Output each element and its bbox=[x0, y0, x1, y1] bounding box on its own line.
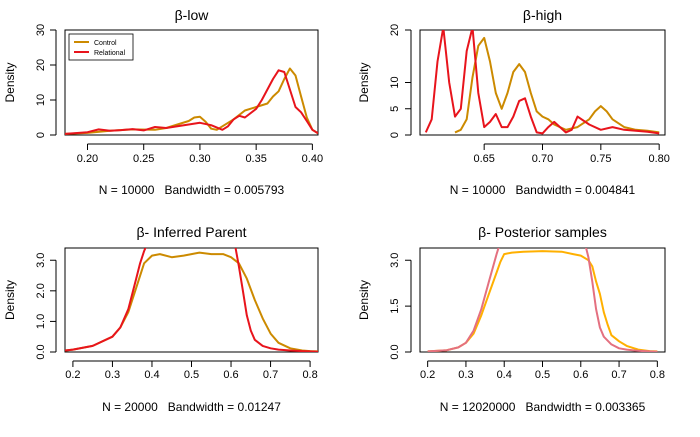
x-tick-label: 0.8 bbox=[650, 369, 665, 381]
x-tick-label: 0.30 bbox=[189, 153, 210, 165]
x-axis-label: N = 10000 Bandwidth = 0.005793 bbox=[99, 183, 285, 197]
x-tick-label: 0.2 bbox=[420, 369, 435, 381]
y-tick-label: 10 bbox=[389, 76, 401, 88]
series-line-control bbox=[65, 251, 318, 352]
series-line-control bbox=[454, 36, 660, 134]
x-tick-label: 0.75 bbox=[590, 153, 611, 165]
series-group bbox=[65, 248, 318, 352]
y-tick-label: 20 bbox=[389, 24, 401, 36]
x-tick-label: 0.70 bbox=[532, 153, 553, 165]
y-tick-label: 5 bbox=[389, 106, 401, 112]
series-group bbox=[427, 248, 658, 352]
chart-title: β- Inferred Parent bbox=[137, 224, 247, 240]
chart-panel-4: β- Posterior samples 0.2 0.3 0.4 0.5 0.6 0.7 0.… bbox=[357, 224, 666, 414]
series-line-control bbox=[65, 67, 318, 135]
y-tick-label: 30 bbox=[35, 24, 47, 36]
y-tick-label: 0 bbox=[35, 132, 47, 138]
series-line-relational bbox=[65, 69, 318, 135]
x-tick-label: 0.4 bbox=[144, 369, 159, 381]
y-tick-label: 2.0 bbox=[35, 283, 47, 298]
x-axis-label: N = 20000 Bandwidth = 0.01247 bbox=[102, 400, 281, 414]
series-line-relational bbox=[427, 248, 658, 352]
chart-title: β-low bbox=[175, 7, 210, 23]
x-tick-label: 0.40 bbox=[302, 153, 323, 165]
x-tick-label: 0.6 bbox=[223, 369, 238, 381]
y-tick-label: 3.0 bbox=[389, 253, 401, 268]
legend-label: Relational bbox=[94, 50, 126, 57]
chart-panel-3: β- Inferred Parent 0.2 0.3 0.4 0.5 0.6 0.7 0.8 0… bbox=[3, 224, 319, 414]
series-group bbox=[65, 67, 318, 135]
x-tick-label: 0.7 bbox=[611, 369, 626, 381]
x-tick-label: 0.80 bbox=[648, 153, 669, 165]
y-tick-label: 0.0 bbox=[35, 344, 47, 359]
x-axis-label: N = 12020000 Bandwidth = 0.003365 bbox=[440, 400, 646, 414]
plot-frame bbox=[64, 247, 319, 353]
x-tick-label: 0.25 bbox=[133, 153, 154, 165]
y-tick-label: 10 bbox=[35, 94, 47, 106]
chart-title: β- Posterior samples bbox=[478, 224, 607, 240]
x-axis-label: N = 10000 Bandwidth = 0.004841 bbox=[450, 183, 636, 197]
x-tick-label: 0.5 bbox=[535, 369, 550, 381]
x-tick-label: 0.2 bbox=[65, 369, 80, 381]
y-tick-label: 0.0 bbox=[389, 344, 401, 359]
legend-label: Control bbox=[94, 40, 117, 47]
series-line-relational bbox=[65, 248, 318, 352]
y-axis-label: Density bbox=[3, 280, 17, 320]
x-tick-label: 0.7 bbox=[263, 369, 278, 381]
chart-title: β-high bbox=[523, 7, 562, 23]
legend: Control Relational bbox=[68, 33, 134, 61]
plot-frame bbox=[419, 247, 666, 353]
y-tick-label: 1.5 bbox=[389, 298, 401, 313]
y-tick-label: 3.0 bbox=[35, 253, 47, 268]
legend-box bbox=[68, 33, 134, 61]
x-tick-label: 0.3 bbox=[105, 369, 120, 381]
x-tick-label: 0.6 bbox=[573, 369, 588, 381]
y-tick-label: 1.0 bbox=[35, 314, 47, 329]
chart-panel-1: β-low 0.20 0.25 0.30 0.35 0.40 0 10 20 30 Density N… bbox=[3, 7, 323, 197]
plot-frame bbox=[419, 29, 666, 136]
x-tick-label: 0.3 bbox=[458, 369, 473, 381]
y-axis-label: Density bbox=[3, 62, 17, 102]
x-tick-label: 0.8 bbox=[302, 369, 317, 381]
series-line-control bbox=[427, 250, 658, 352]
x-tick-label: 0.5 bbox=[184, 369, 199, 381]
x-tick-label: 0.35 bbox=[245, 153, 266, 165]
chart-panel-2: β-high 0.65 0.70 0.75 0.80 0 5 10 20 Density N = 1… bbox=[357, 7, 670, 197]
series-line-relational bbox=[424, 30, 660, 135]
x-tick-label: 0.4 bbox=[497, 369, 512, 381]
x-tick-label: 0.20 bbox=[77, 153, 98, 165]
y-axis-label: Density bbox=[357, 62, 371, 102]
plot-frame bbox=[64, 29, 319, 136]
y-tick-label: 20 bbox=[35, 59, 47, 71]
y-tick-label: 0 bbox=[389, 132, 401, 138]
series-group bbox=[424, 30, 660, 135]
y-axis-label: Density bbox=[357, 280, 371, 320]
x-tick-label: 0.65 bbox=[473, 153, 494, 165]
